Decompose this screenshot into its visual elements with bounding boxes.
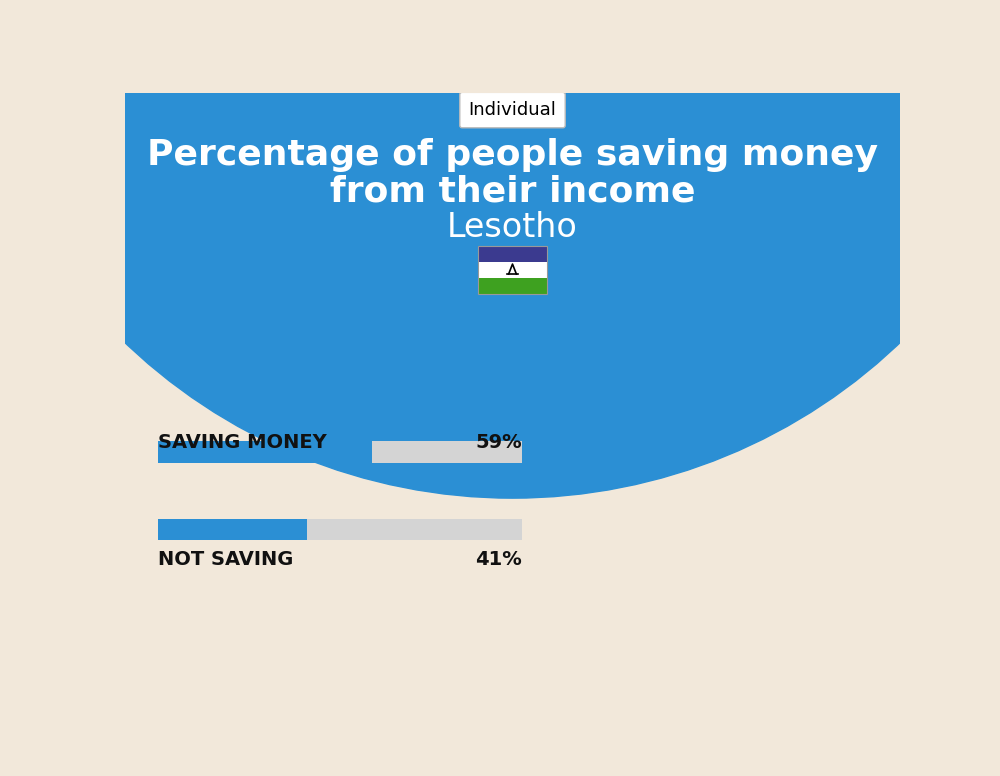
Bar — [158, 519, 522, 541]
Bar — [478, 246, 547, 262]
Text: 59%: 59% — [475, 433, 522, 452]
Text: Lesotho: Lesotho — [447, 210, 578, 244]
Text: Percentage of people saving money: Percentage of people saving money — [147, 138, 878, 172]
Text: 41%: 41% — [475, 550, 522, 570]
Bar — [158, 442, 372, 462]
Bar — [478, 262, 547, 278]
FancyBboxPatch shape — [460, 92, 565, 128]
Circle shape — [0, 0, 1000, 498]
Bar — [158, 442, 522, 462]
Bar — [478, 278, 547, 294]
Text: NOT SAVING: NOT SAVING — [158, 550, 293, 570]
Bar — [158, 519, 307, 541]
Text: SAVING MONEY: SAVING MONEY — [158, 433, 326, 452]
Bar — [478, 246, 547, 294]
Text: Individual: Individual — [469, 101, 556, 119]
Text: from their income: from their income — [330, 175, 695, 209]
